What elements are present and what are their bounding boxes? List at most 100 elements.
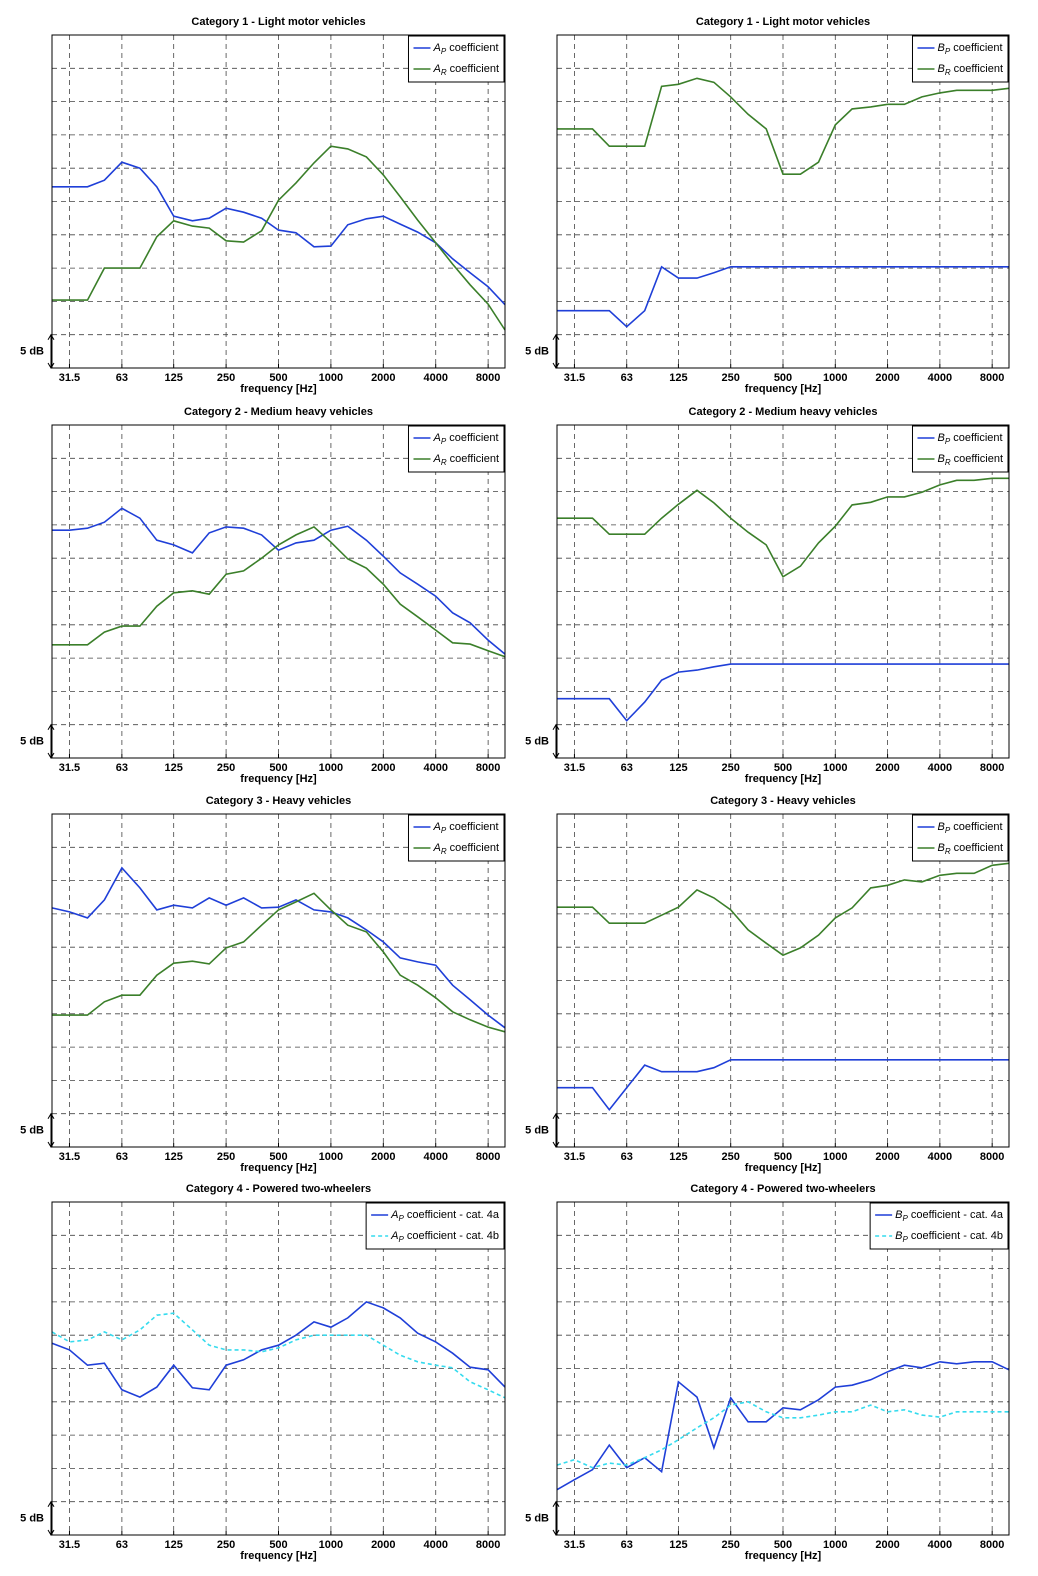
x-tick-label: 250 [217, 762, 235, 774]
data-line [557, 862, 1010, 957]
legend-label: AR coefficient [432, 63, 499, 77]
frame [556, 1201, 1010, 1536]
x-tick-label: 250 [722, 762, 740, 774]
x-tick-label: 8000 [980, 1151, 1004, 1163]
x-tick-label: 1000 [319, 1539, 343, 1551]
legend: AP coefficient AR coefficient [407, 425, 505, 473]
data-line [557, 265, 1009, 328]
data-line [52, 145, 506, 331]
legend-label: AR coefficient [432, 842, 499, 856]
x-tick-label: 8000 [476, 1539, 500, 1551]
scale-arrow [47, 723, 55, 759]
x-tick-label: 4000 [928, 1539, 952, 1551]
legend: AP coefficient AR coefficient [407, 35, 505, 83]
scale-arrow [552, 723, 560, 759]
x-tick-label: 1000 [823, 372, 847, 384]
x-tick-label: 125 [669, 762, 687, 774]
scale-label: 5 dB [525, 345, 549, 357]
subplot: Category 4 - Powered two-wheelers 31.5 63 1… [20, 1183, 506, 1562]
x-tick-label: 500 [774, 1151, 792, 1163]
x-tick-label: 63 [116, 1539, 128, 1551]
legend-box [407, 35, 505, 83]
data-line [51, 1300, 506, 1398]
chart-title: Category 1 - Light motor vehicles [191, 16, 365, 28]
data-line [51, 1312, 506, 1399]
scale-label: 5 dB [525, 735, 549, 747]
x-tick-label: 63 [621, 1151, 633, 1163]
x-tick-label: 250 [722, 1539, 740, 1551]
x-tick-label: 500 [269, 372, 287, 384]
x-tick-label: 4000 [423, 1539, 447, 1551]
data-line [52, 525, 506, 658]
x-tick-label: 1000 [823, 1151, 847, 1163]
scale-arrow [47, 1112, 55, 1148]
x-tick-label: 1000 [319, 372, 343, 384]
x-axis-label: frequency [Hz] [240, 1550, 317, 1562]
legend-label: AR coefficient [432, 453, 499, 467]
legend-label: BP coefficient [937, 432, 1002, 446]
legend-label: AP coefficient - cat. 4b [390, 1230, 499, 1244]
chart-title: Category 2 - Medium heavy vehicles [184, 406, 373, 418]
legend-label: AP coefficient [432, 432, 498, 446]
legend-box [365, 1202, 505, 1250]
x-tick-label: 8000 [476, 762, 500, 774]
subplot: Category 3 - Heavy vehicles 31.5 63 125 250 5… [20, 795, 506, 1174]
x-tick-label: 1000 [319, 1151, 343, 1163]
x-tick-label: 1000 [823, 762, 847, 774]
x-tick-label: 250 [722, 372, 740, 384]
subplot: Category 2 - Medium heavy vehicles 31.5 63… [525, 406, 1010, 785]
x-tick-label: 2000 [371, 762, 395, 774]
x-tick-label: 31.5 [564, 762, 585, 774]
x-tick-label: 4000 [423, 1151, 447, 1163]
legend-box [911, 425, 1009, 473]
subplot: Category 1 - Light motor vehicles 31.5 63 1… [20, 16, 506, 395]
legend: AP coefficient - cat. 4a AP coefficient -… [365, 1202, 505, 1250]
legend-label: BR coefficient [937, 63, 1003, 77]
x-tick-label: 8000 [980, 372, 1004, 384]
x-tick-label: 500 [774, 372, 792, 384]
x-tick-label: 63 [621, 372, 633, 384]
scale-label: 5 dB [20, 1124, 44, 1136]
scale-label: 5 dB [20, 1512, 44, 1524]
legend: BP coefficient - cat. 4a BP coefficient -… [869, 1202, 1009, 1250]
x-axis-label: frequency [Hz] [745, 1550, 822, 1562]
scale-arrow [47, 333, 55, 369]
x-tick-label: 8000 [476, 1151, 500, 1163]
x-tick-label: 31.5 [564, 372, 585, 384]
legend-label: BP coefficient - cat. 4a [895, 1209, 1004, 1223]
chart-title: Category 1 - Light motor vehicles [696, 16, 870, 28]
x-tick-label: 63 [621, 1539, 633, 1551]
x-tick-label: 2000 [875, 1539, 899, 1551]
legend-box [911, 814, 1009, 862]
frame [51, 34, 506, 369]
x-axis-label: frequency [Hz] [240, 773, 317, 785]
frame [51, 424, 506, 759]
x-tick-label: 31.5 [59, 762, 80, 774]
x-axis-label: frequency [Hz] [745, 1162, 822, 1174]
x-tick-label: 125 [165, 372, 183, 384]
legend-label: AP coefficient [432, 42, 498, 56]
chart-title: Category 4 - Powered two-wheelers [186, 1183, 371, 1195]
legend-box [869, 1202, 1009, 1250]
x-tick-label: 63 [116, 762, 128, 774]
data-line [557, 477, 1009, 578]
x-axis-label: frequency [Hz] [745, 383, 822, 395]
x-tick-label: 4000 [928, 372, 952, 384]
scale-arrow [552, 1112, 560, 1148]
x-tick-label: 250 [217, 372, 235, 384]
x-tick-label: 500 [269, 1151, 287, 1163]
chart-title: Category 4 - Powered two-wheelers [690, 1183, 875, 1195]
x-tick-label: 2000 [875, 762, 899, 774]
x-tick-label: 2000 [875, 1151, 899, 1163]
data-line [557, 663, 1009, 722]
x-tick-label: 125 [669, 1151, 687, 1163]
x-axis-label: frequency [Hz] [240, 383, 317, 395]
x-tick-label: 2000 [875, 372, 899, 384]
subplot: Category 2 - Medium heavy vehicles 31.5 63… [20, 406, 506, 785]
scale-label: 5 dB [20, 345, 44, 357]
scale-arrow [47, 1500, 55, 1536]
x-tick-label: 125 [165, 1539, 183, 1551]
legend-box [407, 814, 505, 862]
x-tick-label: 2000 [371, 372, 395, 384]
